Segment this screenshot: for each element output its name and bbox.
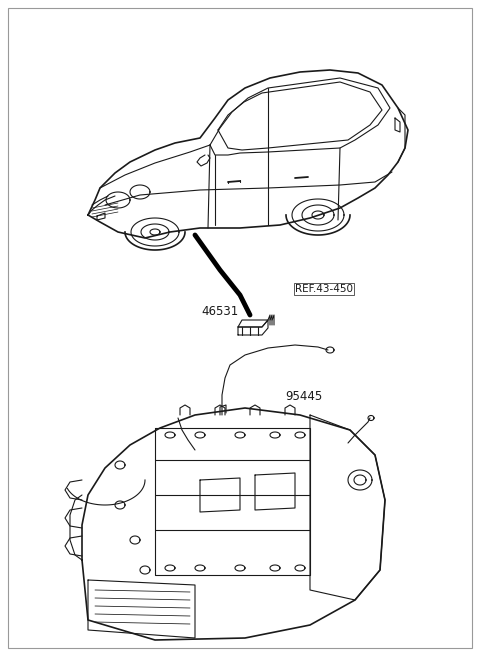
Text: REF.43-450: REF.43-450 (295, 283, 353, 294)
Text: 95445: 95445 (286, 390, 323, 403)
Text: 46531: 46531 (202, 305, 239, 318)
